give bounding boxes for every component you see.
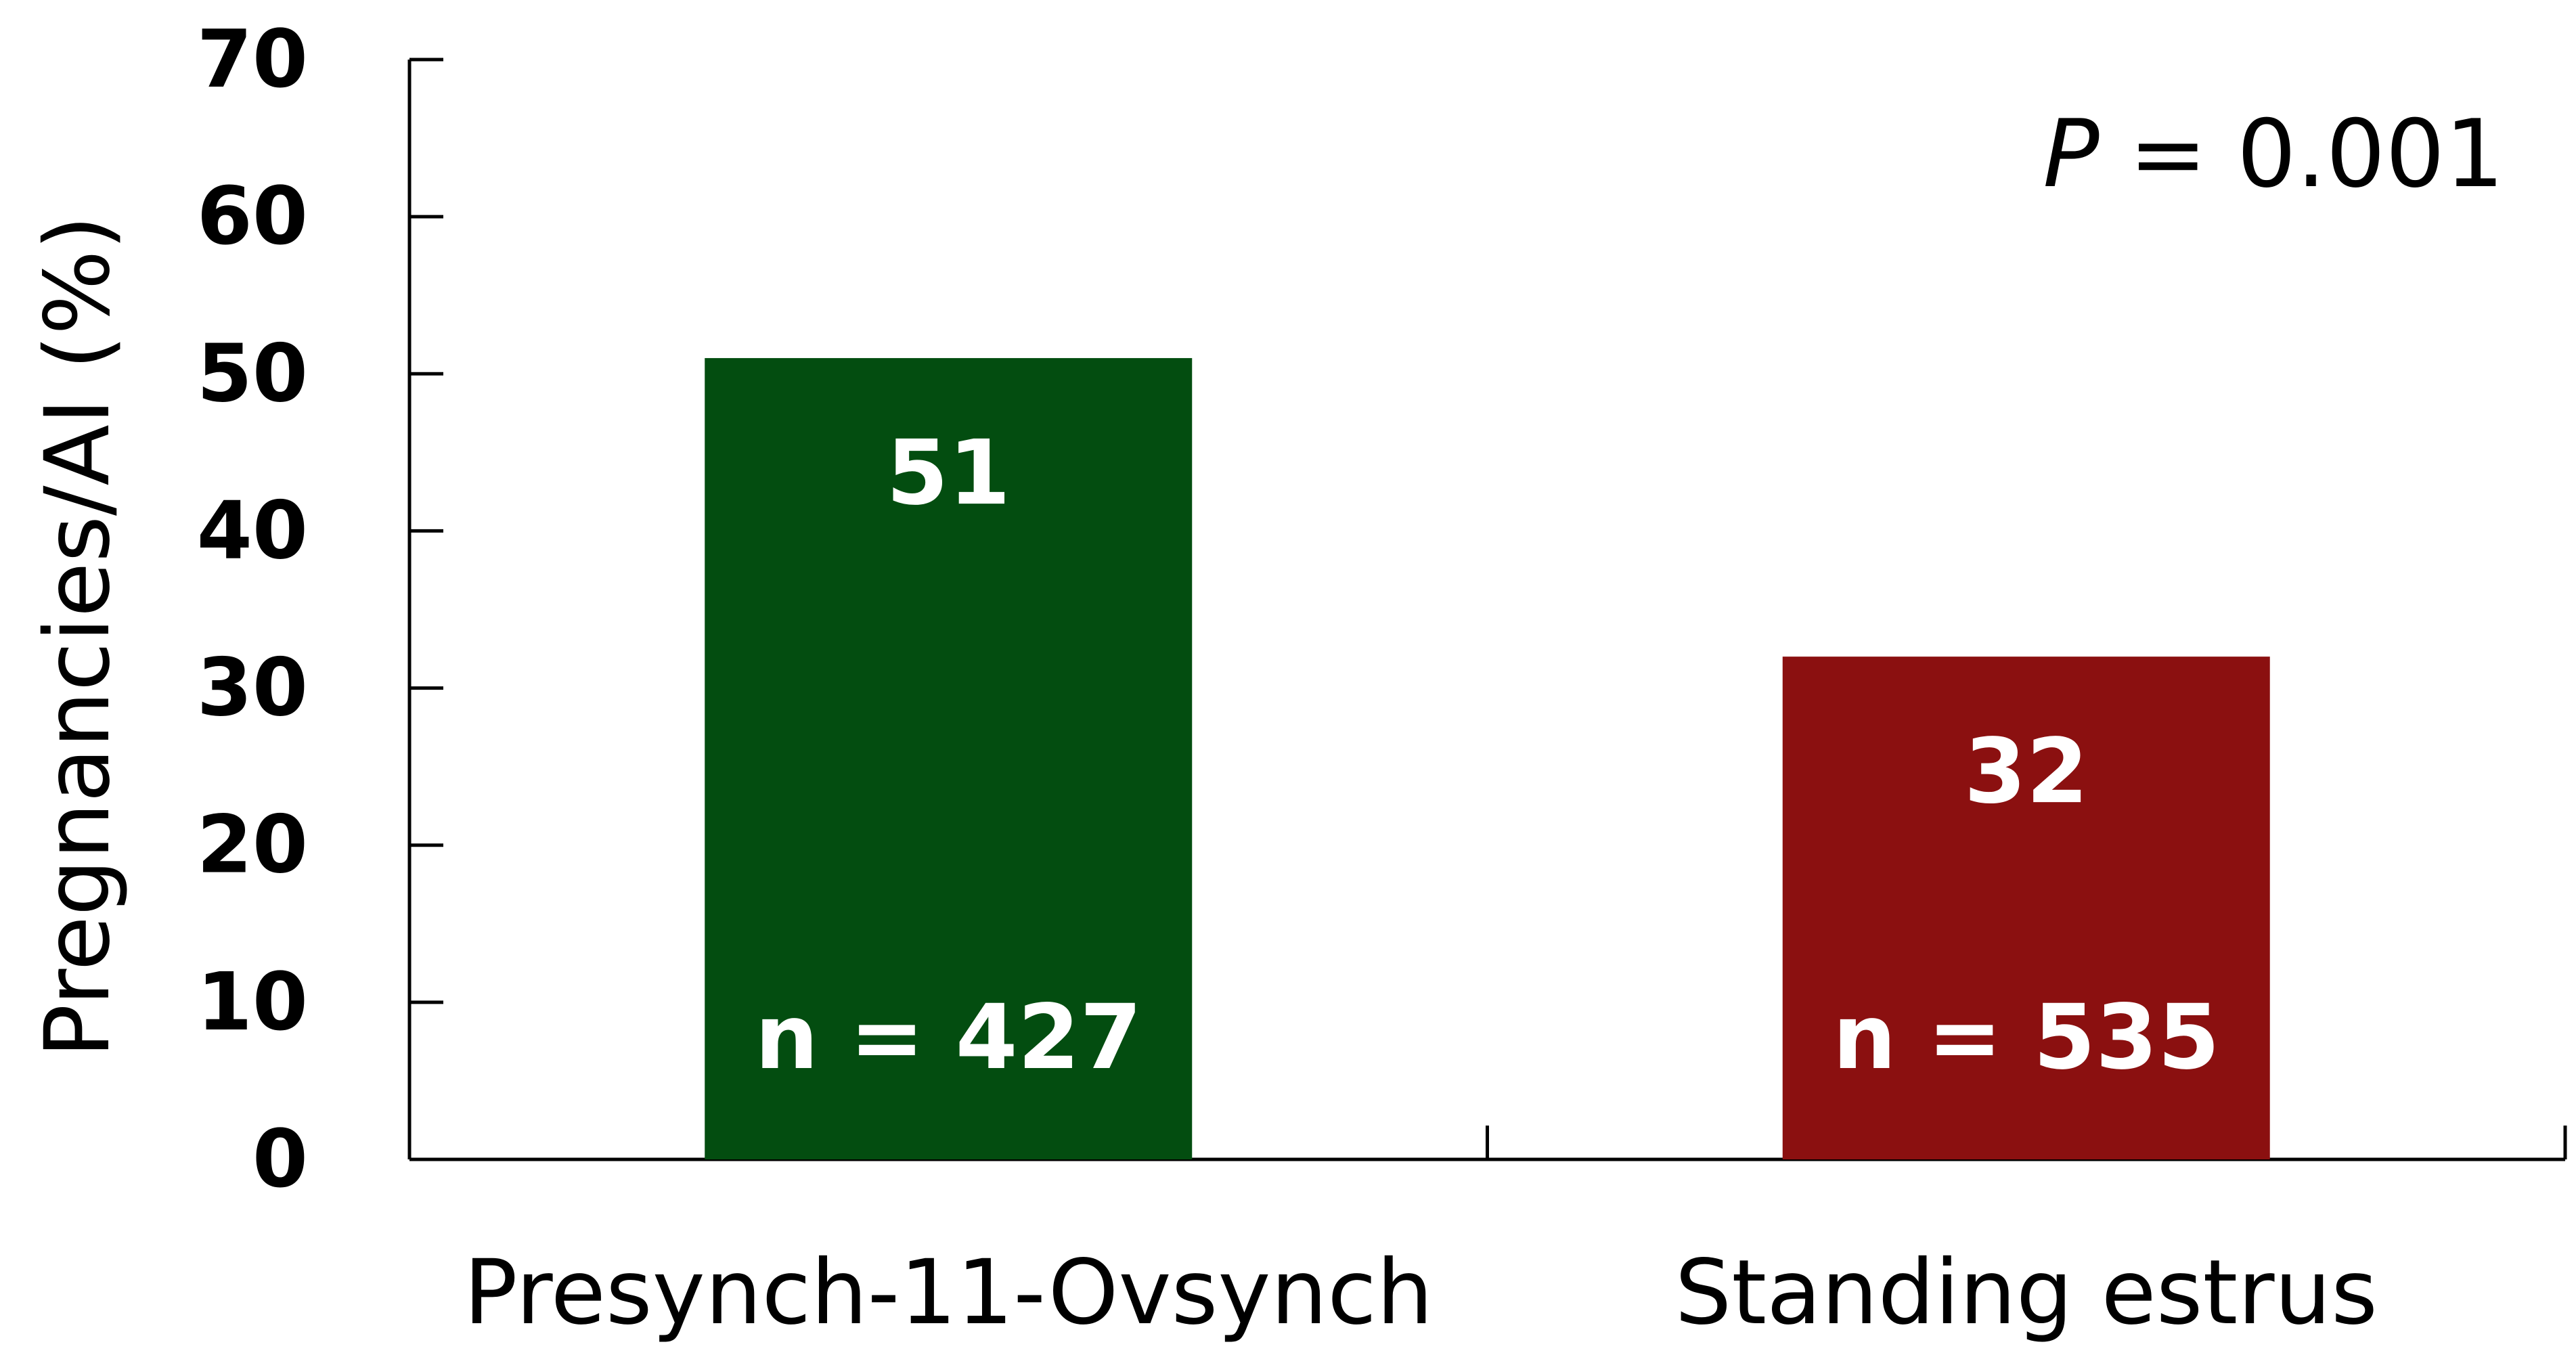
- bar-1: [705, 358, 1193, 1159]
- y-tick-label: 60: [197, 169, 308, 263]
- x-category-label: Presynch-11-Ovsynch: [464, 1241, 1433, 1345]
- y-axis-label: Pregnancies/AI (%): [26, 215, 130, 1058]
- bar-value-label: 32: [1964, 719, 2089, 824]
- y-tick-label: 0: [252, 1112, 308, 1205]
- bar-value-label: 51: [886, 421, 1011, 525]
- bar-sample-size-label: n = 535: [1833, 985, 2220, 1090]
- y-tick-label: 40: [197, 483, 308, 577]
- labels: Pregnancies/AI (%) 51 n = 427 Presynch-11-O…: [26, 99, 2504, 1345]
- p-value-annotation: P = 0.001: [2043, 99, 2504, 208]
- y-tick-label: 70: [197, 12, 308, 106]
- p-value-italic-p: P: [2043, 99, 2099, 208]
- y-tick-label: 30: [197, 641, 308, 734]
- bar-2: [1782, 657, 2270, 1159]
- y-tick-label: 20: [197, 798, 308, 891]
- p-value-text: = 0.001: [2100, 99, 2504, 208]
- bars: [705, 358, 2270, 1159]
- axes: 0 10 20 30 40 50 60 70: [197, 12, 2567, 1205]
- y-tick-label: 50: [197, 326, 308, 420]
- y-tick-label: 10: [197, 955, 308, 1048]
- x-category-label: Standing estrus: [1675, 1241, 2378, 1345]
- bar-sample-size-label: n = 427: [755, 985, 1142, 1090]
